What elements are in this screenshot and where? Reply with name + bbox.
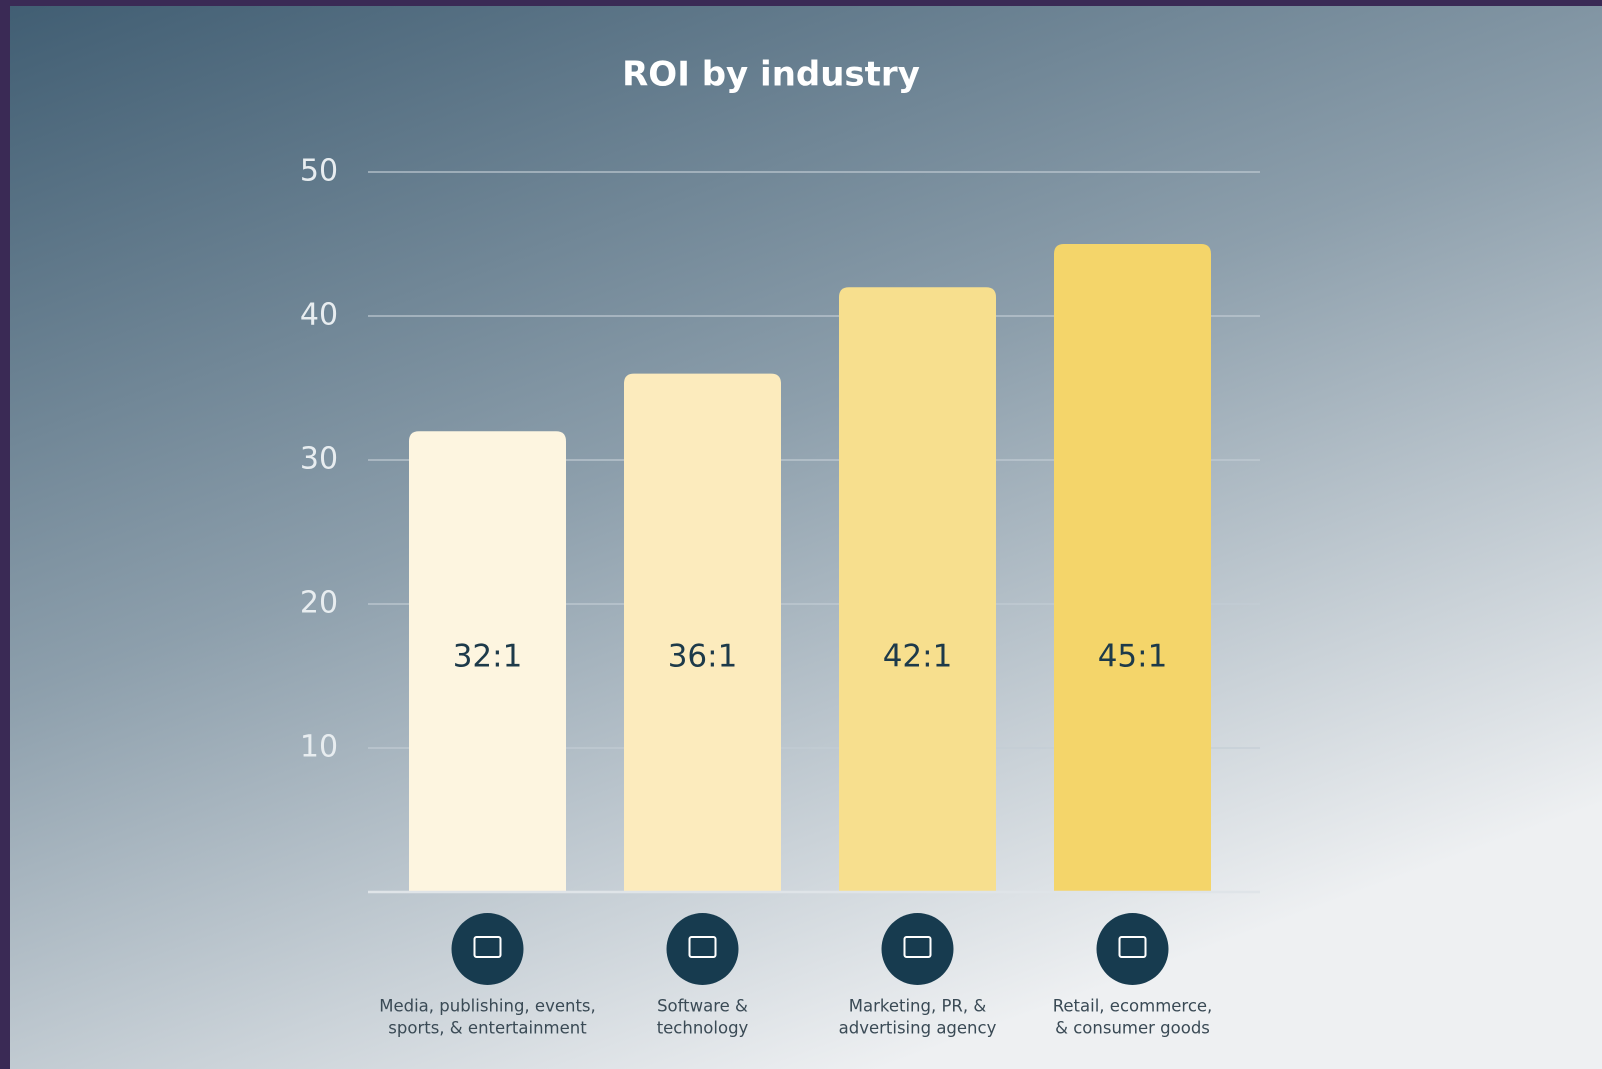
bar	[624, 373, 781, 893]
category-icon	[451, 913, 524, 985]
x-tick-label: & consumer goods	[1055, 1019, 1210, 1038]
background	[10, 6, 1602, 1069]
bar	[409, 431, 566, 892]
bar	[1054, 244, 1211, 892]
category-icon	[881, 913, 954, 985]
chart-title: ROI by industry	[622, 55, 920, 95]
x-tick-label: Software &	[657, 997, 748, 1016]
x-tick-label: Media, publishing, events,	[379, 997, 596, 1016]
category-icon-glyph	[1118, 936, 1147, 958]
x-tick-label: advertising agency	[839, 1019, 997, 1038]
y-tick-label: 50	[300, 154, 338, 189]
category-icon-glyph	[473, 936, 502, 958]
value-label: 42:1	[883, 639, 953, 675]
y-tick-label: 10	[300, 730, 338, 765]
category-icon-glyph	[688, 936, 717, 958]
x-tick-label: technology	[657, 1019, 749, 1038]
category-icon	[1096, 913, 1169, 985]
x-tick-label: Marketing, PR, &	[849, 997, 987, 1016]
value-label: 36:1	[668, 639, 738, 675]
y-tick-label: 40	[300, 298, 338, 333]
category-icon	[666, 913, 739, 985]
y-tick-label: 20	[300, 586, 338, 621]
category-icon-glyph	[903, 936, 932, 958]
x-tick-label: sports, & entertainment	[388, 1019, 587, 1038]
y-tick-label: 30	[300, 442, 338, 477]
bar	[839, 287, 996, 892]
value-label: 32:1	[453, 639, 523, 675]
value-label: 45:1	[1098, 639, 1168, 675]
x-tick-label: Retail, ecommerce,	[1053, 997, 1213, 1016]
